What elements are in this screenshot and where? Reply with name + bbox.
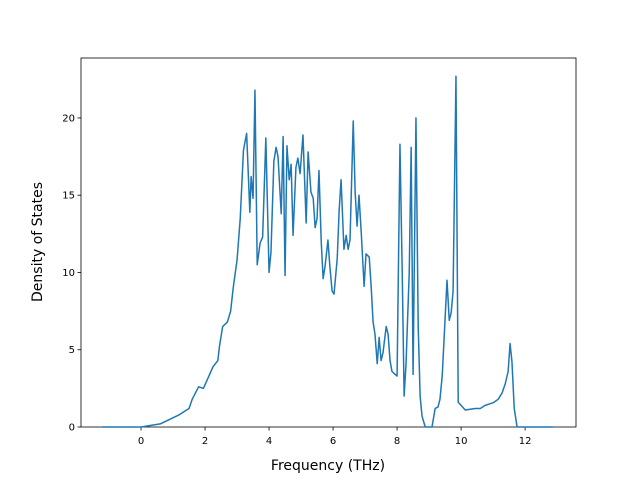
y-tick-label: 10	[62, 268, 75, 279]
x-tick-label: 10	[455, 436, 468, 447]
y-axis-title: Density of States	[30, 182, 46, 302]
y-tick-label: 0	[69, 423, 75, 434]
y-tick-label: 5	[69, 345, 75, 356]
y-tick-label: 15	[62, 191, 75, 202]
x-axis-title: Frequency (THz)	[271, 458, 385, 474]
x-tick-label: 6	[330, 436, 336, 447]
x-tick-label: 8	[394, 436, 400, 447]
x-tick-label: 0	[138, 436, 144, 447]
y-tick-label: 20	[62, 113, 75, 124]
data-line	[101, 75, 554, 428]
plot-frame	[80, 57, 577, 428]
x-tick-label: 2	[202, 436, 208, 447]
x-tick-label: 12	[519, 436, 532, 447]
x-tick-label: 4	[266, 436, 272, 447]
